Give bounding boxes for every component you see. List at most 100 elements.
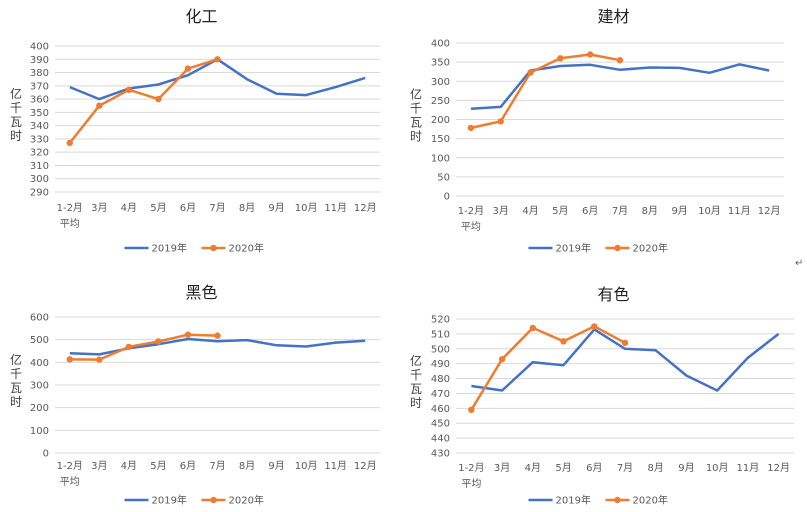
y-tick-label: 340 (30, 121, 49, 132)
data-point-2020 (527, 69, 534, 76)
x-tick-label: 8月 (648, 462, 664, 474)
y-tick-label: 250 (431, 96, 450, 107)
data-point-2020 (184, 331, 192, 338)
y-axis-label-char: 瓦 (10, 381, 22, 395)
y-axis-label-char: 千 (10, 101, 22, 115)
data-point-2020 (184, 65, 192, 72)
x-tick-sublabel: 平均 (461, 221, 481, 233)
chart-title: 有色 (597, 285, 629, 304)
series-line-2020 (69, 333, 218, 361)
chart-chemical: 化工 290 300 310 320 330 340 350 360 370 380 390 400 亿千… (10, 7, 380, 255)
y-tick-label: 360 (30, 95, 49, 106)
data-point-2020 (155, 338, 162, 345)
y-tick-label: 380 (30, 68, 49, 79)
y-tick-label: 400 (30, 42, 49, 53)
x-tick-label: 8月 (239, 202, 255, 214)
x-tick-label: 3月 (91, 202, 107, 214)
legend-label-2020: 2020年 (633, 242, 668, 255)
chart-title: 建材 (597, 7, 629, 26)
data-point-2020 (557, 55, 564, 62)
series-line-2019 (470, 63, 770, 111)
legend-label-2019: 2019年 (152, 494, 187, 507)
y-axis-label-char: 瓦 (410, 116, 422, 130)
x-tick-label: 3月 (91, 460, 107, 472)
x-tick-label: 4月 (121, 202, 137, 214)
y-tick-label: 350 (30, 108, 49, 119)
x-tick-label: 9月 (268, 460, 284, 472)
y-axis-label-char: 时 (10, 129, 22, 143)
data-point-2020 (529, 324, 537, 332)
data-point-2020 (96, 102, 103, 109)
x-tick-label: 1-2月 (57, 202, 83, 214)
y-axis-label-char: 瓦 (10, 115, 22, 129)
y-axis-label-char: 千 (410, 102, 422, 116)
y-tick-label: 430 (431, 449, 450, 460)
data-point-2020 (591, 323, 598, 330)
series-line-2020 (470, 53, 621, 130)
legend-marker-2020 (210, 244, 217, 252)
x-tick-label: 10月 (698, 205, 721, 217)
legend-label-2020: 2020年 (633, 494, 668, 507)
data-point-2020 (560, 338, 567, 345)
data-point-2020 (66, 139, 73, 147)
data-point-2020 (498, 356, 506, 363)
x-tick-label: 4月 (522, 205, 538, 217)
data-point-2020 (621, 339, 629, 347)
y-axis-label-char: 亿 (10, 352, 22, 367)
y-axis-label-char: 亿 (410, 353, 422, 368)
x-tick-label: 12月 (767, 462, 790, 474)
x-tick-label: 1-2月 (458, 462, 484, 474)
legend-label-2019: 2019年 (556, 242, 591, 255)
chart-title: 黑色 (185, 283, 217, 302)
x-tick-label: 12月 (354, 202, 377, 214)
y-tick-label: 330 (30, 134, 49, 145)
y-axis-label: 亿千瓦时 (10, 86, 22, 143)
x-tick-label: 10月 (295, 202, 318, 214)
y-tick-label: 0 (43, 449, 49, 460)
y-tick-label: 100 (431, 153, 450, 164)
y-tick-label: 300 (431, 77, 450, 88)
data-point-2020 (468, 406, 475, 414)
y-axis-label-char: 时 (410, 396, 422, 410)
legend-marker-2020 (614, 496, 621, 504)
chart-ferrous: 黑色 0 100 200 300 400 500 600 亿千瓦时 1-2月 3月 4月 5月 6月 7月 8… (10, 283, 380, 507)
y-axis-label-char: 亿 (10, 86, 22, 101)
y-tick-label: 320 (30, 148, 49, 159)
x-tick-label: 9月 (268, 202, 284, 214)
y-tick-label: 490 (431, 359, 450, 370)
y-tick-label: 500 (431, 344, 450, 355)
data-point-2020 (497, 118, 504, 125)
y-tick-label: 400 (431, 39, 450, 50)
y-axis-label: 亿千瓦时 (10, 352, 22, 409)
y-tick-label: 350 (431, 58, 450, 69)
y-axis-label-char: 时 (410, 130, 422, 144)
y-tick-label: 450 (431, 419, 450, 430)
y-axis-label-char: 千 (410, 368, 422, 382)
x-tick-label: 4月 (525, 462, 541, 474)
y-tick-label: 480 (431, 374, 450, 385)
y-tick-label: 50 (437, 172, 450, 183)
data-point-2020 (467, 124, 475, 132)
chart-nonferrous: 有色 430 440 450 460 470 480 490 500 510 520 亿千瓦时 1-2月… (410, 285, 794, 507)
y-tick-label: 520 (431, 315, 450, 326)
y-tick-label: 400 (30, 358, 49, 369)
x-tick-label: 12月 (758, 205, 781, 217)
y-tick-label: 460 (431, 404, 450, 415)
data-point-2020 (96, 356, 103, 363)
y-tick-label: 150 (431, 134, 450, 145)
y-axis-label: 亿千瓦时 (410, 87, 422, 144)
legend-marker-2020 (614, 244, 621, 252)
y-axis-label-char: 瓦 (410, 382, 422, 396)
y-tick-label: 600 (30, 313, 49, 324)
x-tick-label: 6月 (180, 202, 196, 214)
legend-label-2019: 2019年 (556, 494, 591, 507)
x-tick-label: 1-2月 (57, 460, 83, 472)
y-tick-label: 310 (30, 161, 49, 172)
legend-label-2020: 2020年 (229, 494, 264, 507)
x-tick-label: 5月 (552, 205, 568, 217)
x-tick-label: 6月 (180, 460, 196, 472)
y-tick-label: 470 (431, 389, 450, 400)
x-tick-label: 7月 (209, 460, 225, 472)
x-tick-label: 5月 (150, 460, 166, 472)
data-point-2020 (616, 57, 624, 64)
